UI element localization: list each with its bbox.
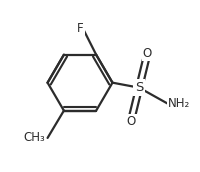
Text: O: O (126, 115, 135, 128)
Text: NH₂: NH₂ (167, 97, 190, 110)
Text: O: O (143, 47, 152, 60)
Text: F: F (77, 22, 83, 35)
Text: CH₃: CH₃ (23, 131, 45, 144)
Text: S: S (135, 81, 143, 94)
